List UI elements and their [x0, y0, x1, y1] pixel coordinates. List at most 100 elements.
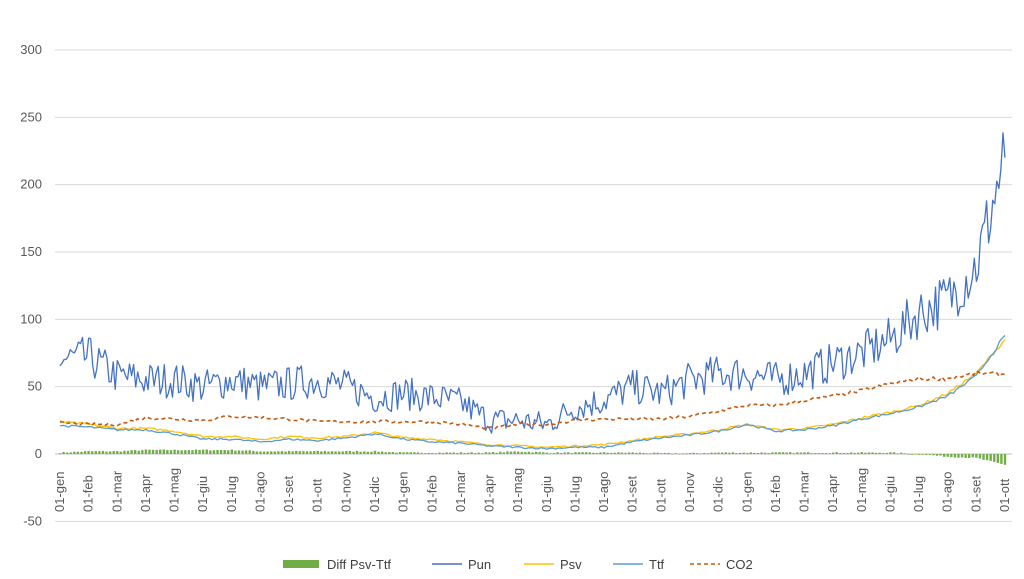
diff-column	[388, 452, 391, 454]
diff-column	[803, 452, 806, 454]
diff-column	[345, 450, 348, 454]
diff-column	[87, 451, 90, 454]
diff-column	[968, 454, 971, 459]
diff-column	[839, 452, 842, 454]
diff-column	[846, 452, 849, 454]
diff-column	[792, 453, 796, 454]
diff-column	[556, 452, 559, 454]
diff-column	[871, 452, 874, 454]
diff-column	[173, 449, 176, 454]
diff-column	[542, 452, 545, 454]
legend-label: Ttf	[649, 557, 665, 572]
diff-column	[910, 453, 914, 455]
y-tick-label: 0	[35, 446, 42, 461]
diff-column	[946, 454, 949, 457]
diff-column	[491, 452, 495, 454]
diff-column	[284, 451, 287, 454]
diff-column	[262, 451, 266, 454]
diff-column	[363, 451, 366, 454]
diff-column	[348, 450, 352, 454]
diff-column	[80, 451, 83, 454]
diff-column	[241, 450, 244, 454]
diff-column	[950, 454, 953, 458]
diff-column	[638, 452, 642, 454]
diff-column	[857, 452, 860, 454]
diff-column	[355, 450, 359, 454]
diff-column	[94, 451, 97, 454]
diff-column	[667, 452, 670, 454]
diff-column	[849, 452, 853, 454]
diff-column	[470, 452, 473, 454]
diff-column	[699, 453, 702, 455]
y-tick-label: 100	[20, 311, 42, 326]
diff-column	[921, 454, 924, 455]
diff-column	[144, 449, 148, 454]
diff-column	[69, 452, 72, 454]
diff-column	[1003, 454, 1007, 465]
x-tick-label: 01-mag	[167, 468, 182, 512]
diff-column	[878, 452, 881, 454]
diff-column	[495, 452, 498, 454]
diff-column	[252, 450, 255, 454]
diff-column	[538, 452, 541, 454]
x-tick-label: 01-feb	[424, 475, 439, 512]
diff-column	[753, 452, 756, 454]
x-tick-label: 01-set	[968, 475, 983, 512]
diff-column	[309, 451, 312, 454]
diff-column	[653, 452, 656, 454]
diff-column	[234, 450, 237, 454]
diff-column	[685, 453, 688, 455]
y-axis: 300 250 200 150 100 50 0 -50	[20, 42, 42, 528]
diff-column	[602, 452, 606, 454]
x-tick-label: 01-set	[281, 475, 296, 512]
diff-column	[166, 450, 169, 454]
diff-column	[466, 452, 470, 454]
diff-column	[567, 452, 570, 454]
diff-column	[778, 452, 781, 454]
diff-column	[559, 453, 563, 454]
x-tick-label: 01-lug	[911, 476, 926, 512]
diff-column	[681, 453, 685, 455]
diff-column	[212, 450, 216, 454]
x-tick-label: 01-feb	[81, 475, 96, 512]
x-tick-label: 01-apr	[482, 474, 497, 512]
diff-column	[370, 451, 373, 454]
diff-column	[860, 452, 864, 454]
diff-column	[330, 451, 334, 454]
diff-column	[645, 453, 649, 455]
diff-column	[713, 452, 717, 454]
diff-column	[255, 451, 259, 454]
diff-column	[624, 452, 627, 454]
diff-column	[187, 450, 191, 454]
diff-column	[445, 452, 448, 454]
diff-column	[463, 452, 466, 454]
diff-column	[746, 452, 749, 454]
x-tick-label: 01-apr	[825, 474, 840, 512]
diff-column	[76, 451, 80, 454]
diff-column	[617, 452, 620, 454]
diff-column	[112, 451, 115, 454]
diff-column	[155, 449, 158, 454]
diff-column	[341, 451, 344, 454]
x-tick-label: 01-lug	[567, 476, 582, 512]
diff-column	[216, 449, 219, 454]
diff-column	[824, 453, 828, 454]
diff-column	[892, 452, 896, 454]
diff-column	[481, 453, 484, 454]
diff-column	[58, 453, 62, 455]
diff-column	[184, 450, 187, 454]
diff-column	[552, 453, 556, 454]
x-tick-label: 01-gen	[739, 472, 754, 512]
x-tick-label: 01-mag	[854, 468, 869, 512]
x-tick-label: 01-ago	[940, 472, 955, 512]
diff-column	[942, 454, 946, 457]
diff-column	[971, 454, 974, 458]
diff-column	[219, 449, 223, 454]
diff-column	[377, 451, 380, 454]
diff-column	[169, 450, 173, 454]
diff-column	[180, 450, 183, 454]
diff-column	[953, 454, 957, 458]
diff-column	[867, 452, 871, 454]
diff-column	[502, 452, 506, 454]
diff-column	[889, 452, 892, 454]
